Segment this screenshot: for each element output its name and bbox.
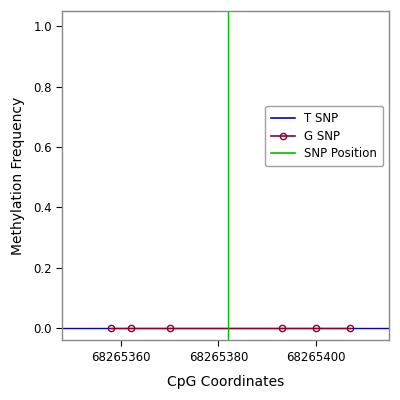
Y-axis label: Methylation Frequency: Methylation Frequency <box>11 97 25 255</box>
Legend: T SNP, G SNP, SNP Position: T SNP, G SNP, SNP Position <box>265 106 383 166</box>
X-axis label: CpG Coordinates: CpG Coordinates <box>167 375 284 389</box>
